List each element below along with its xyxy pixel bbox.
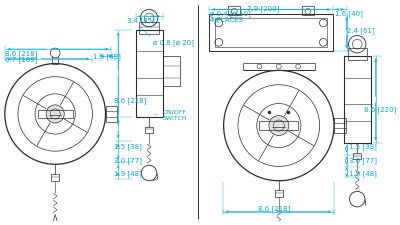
Bar [348, 49, 367, 61]
Bar [228, 7, 240, 16]
Text: SWITCH: SWITCH [163, 116, 187, 121]
Text: 8.6 [218]: 8.6 [218] [258, 205, 290, 211]
Text: 8.6 [218]: 8.6 [218] [5, 50, 37, 57]
Text: 3.4 [85]: 3.4 [85] [127, 18, 154, 24]
Text: 8.6 [220]: 8.6 [220] [364, 106, 396, 113]
Text: 6.7 [169]: 6.7 [169] [5, 56, 37, 63]
Text: ø 0.4 [ø 10]: ø 0.4 [ø 10] [210, 10, 251, 17]
Bar [136, 31, 163, 117]
Text: 1.6 [40]: 1.6 [40] [335, 10, 363, 17]
Circle shape [46, 105, 64, 124]
Text: 4 PLACES: 4 PLACES [210, 17, 243, 23]
Text: 1.5 [38]: 1.5 [38] [114, 143, 142, 150]
Text: ON/OFF: ON/OFF [163, 109, 187, 114]
Text: 7.9 [200]: 7.9 [200] [247, 5, 280, 12]
Bar [163, 57, 180, 87]
Bar [145, 127, 153, 134]
Text: 1.9 [48]: 1.9 [48] [348, 170, 376, 177]
Text: 1.5 [38]: 1.5 [38] [348, 143, 376, 150]
Bar [275, 191, 283, 197]
Bar [302, 7, 314, 16]
Bar [344, 57, 371, 143]
Text: 1.9 [48]: 1.9 [48] [114, 170, 142, 177]
Text: 3.0 [77]: 3.0 [77] [114, 156, 142, 163]
Bar [140, 23, 159, 34]
Bar [353, 153, 361, 160]
Text: 3.0 [77]: 3.0 [77] [348, 156, 376, 163]
Bar [215, 19, 327, 48]
Text: 2.4 [61]: 2.4 [61] [346, 27, 374, 34]
Bar [51, 174, 59, 181]
Bar [106, 107, 117, 122]
Circle shape [269, 116, 289, 136]
Bar [334, 118, 346, 134]
Text: 8.6 [218]: 8.6 [218] [114, 97, 147, 103]
Text: ø 0.8 [ø 20]: ø 0.8 [ø 20] [153, 39, 194, 45]
Bar [209, 15, 333, 52]
Text: 1.9 [49]: 1.9 [49] [93, 53, 121, 60]
